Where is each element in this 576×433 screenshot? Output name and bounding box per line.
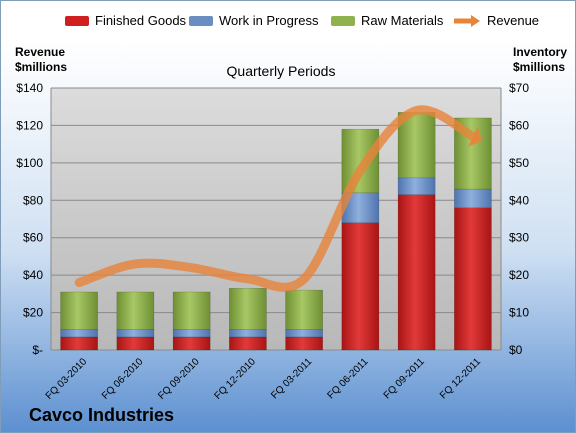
company-name: Cavco Industries — [29, 405, 175, 425]
right-tick-label: $70 — [509, 81, 529, 95]
right-axis-title-line1: Inventory — [513, 45, 568, 59]
bar-finished-goods — [341, 222, 380, 351]
legend-swatch-finished-goods — [65, 15, 89, 26]
legend-arrow-icon — [454, 14, 480, 27]
right-tick-label: $30 — [509, 231, 529, 245]
x-tick-label: FQ 09-2010 — [156, 356, 202, 402]
legend-label-work-in-progress: Work in Progress — [219, 13, 319, 28]
bar-raw-materials — [341, 128, 380, 194]
legend-item-work-in-progress: Work in Progress — [189, 13, 318, 28]
bar-finished-goods — [116, 336, 155, 351]
bar-raw-materials — [285, 289, 323, 330]
legend-swatch-raw-materials — [331, 15, 355, 26]
left-axis-title-line2: $millions — [15, 60, 68, 74]
left-tick-label: $- — [32, 343, 43, 357]
bar-finished-goods — [397, 194, 436, 351]
bar-raw-materials — [116, 291, 155, 330]
bar-finished-goods — [229, 336, 267, 351]
bar-raw-materials — [172, 291, 211, 330]
left-tick-label: $140 — [16, 81, 43, 95]
bar-work-in-progress — [172, 329, 211, 338]
right-tick-label: $50 — [509, 156, 529, 170]
right-tick-label: $20 — [509, 268, 529, 282]
x-tick-label: FQ 12-2010 — [212, 356, 258, 402]
legend-item-revenue: Revenue — [453, 13, 539, 28]
legend-label-revenue: Revenue — [487, 13, 540, 28]
left-tick-label: $100 — [16, 156, 43, 170]
left-tick-label: $120 — [16, 118, 43, 132]
bar-work-in-progress — [60, 329, 98, 338]
bar-finished-goods — [285, 336, 323, 351]
right-tick-label: $0 — [509, 343, 523, 357]
left-tick-label: $60 — [23, 231, 43, 245]
chart-title: Quarterly Periods — [226, 63, 336, 79]
right-axis-title: Inventory $millions — [513, 45, 567, 75]
right-tick-label: $10 — [509, 306, 529, 320]
bar-work-in-progress — [229, 329, 267, 338]
bar-finished-goods — [172, 336, 211, 351]
left-tick-label: $20 — [23, 306, 43, 320]
x-tick-label: FQ 06-2010 — [100, 356, 146, 402]
left-tick-label: $40 — [23, 268, 43, 282]
x-tick-label: FQ 03-2010 — [44, 356, 90, 402]
bar-finished-goods — [454, 207, 492, 351]
legend: Finished Goods Work in Progress Raw Mate… — [1, 13, 575, 33]
right-tick-label: $60 — [509, 118, 529, 132]
legend-item-finished-goods: Finished Goods — [65, 13, 186, 28]
bar-finished-goods — [60, 336, 98, 351]
left-tick-label: $80 — [23, 193, 43, 207]
bar-work-in-progress — [285, 329, 323, 338]
x-tick-label: FQ 06-2011 — [326, 356, 371, 401]
revenue-arrow-head — [468, 126, 482, 147]
bar-raw-materials — [60, 291, 98, 330]
bar-work-in-progress — [397, 177, 436, 195]
legend-label-finished-goods: Finished Goods — [95, 13, 187, 28]
bar-raw-materials — [397, 112, 436, 179]
bar-work-in-progress — [116, 329, 155, 338]
left-axis-title-line1: Revenue — [15, 45, 66, 59]
bar-raw-materials — [229, 287, 267, 330]
x-tick-label: FQ 03-2011 — [269, 356, 314, 401]
x-tick-label: FQ 09-2011 — [382, 356, 427, 401]
legend-label-raw-materials: Raw Materials — [361, 13, 444, 28]
legend-swatch-work-in-progress — [189, 15, 213, 26]
legend-item-raw-materials: Raw Materials — [331, 13, 443, 28]
right-tick-label: $40 — [509, 193, 529, 207]
left-axis-title: Revenue $millions — [15, 45, 67, 75]
revenue-line — [74, 105, 478, 292]
right-axis-title-line2: $millions — [513, 60, 566, 74]
x-tick-label: FQ 12-2011 — [438, 356, 483, 401]
bar-work-in-progress — [454, 188, 492, 209]
